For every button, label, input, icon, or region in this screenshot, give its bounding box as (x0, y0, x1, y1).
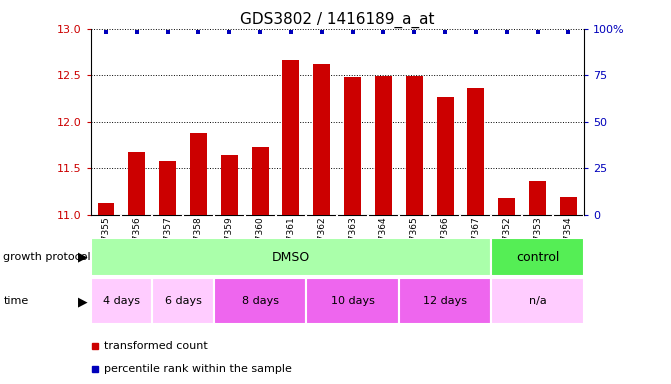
Bar (91, 238, 491, 276)
Bar (307, 278, 399, 324)
Text: growth protocol: growth protocol (3, 252, 91, 262)
Point (132, 28, 142, 35)
Bar (491, 278, 584, 324)
Point (532, 28, 543, 35)
Bar (437, 97, 454, 215)
Point (224, 28, 235, 35)
Bar (97, 203, 115, 215)
Bar (152, 278, 214, 324)
Text: transformed count: transformed count (104, 341, 207, 351)
Text: DMSO: DMSO (272, 251, 310, 264)
Bar (491, 238, 584, 276)
Point (440, 28, 450, 35)
Bar (499, 198, 515, 215)
Text: ▶: ▶ (78, 295, 87, 308)
Bar (406, 76, 423, 215)
Text: 12 days: 12 days (423, 296, 467, 306)
Point (470, 28, 481, 35)
Point (101, 28, 111, 35)
Point (162, 28, 173, 35)
Text: 8 days: 8 days (242, 296, 278, 306)
Point (255, 28, 266, 35)
Bar (344, 77, 361, 215)
Bar (159, 161, 176, 215)
Bar (190, 133, 207, 215)
Point (193, 28, 204, 35)
Point (501, 28, 512, 35)
Point (317, 28, 327, 35)
Bar (214, 278, 307, 324)
Point (563, 28, 574, 35)
Bar (128, 152, 146, 215)
Bar (252, 147, 268, 215)
Bar (282, 60, 299, 215)
Text: n/a: n/a (529, 296, 546, 306)
Text: GDS3802 / 1416189_a_at: GDS3802 / 1416189_a_at (240, 12, 434, 28)
Text: 6 days: 6 days (164, 296, 201, 306)
Bar (313, 64, 330, 215)
Point (378, 28, 389, 35)
Bar (529, 180, 546, 215)
Text: 4 days: 4 days (103, 296, 140, 306)
Bar (221, 154, 238, 215)
Bar (560, 197, 577, 215)
Bar (91, 278, 152, 324)
Point (409, 28, 419, 35)
Bar (468, 88, 484, 215)
Point (347, 28, 358, 35)
Text: 10 days: 10 days (331, 296, 374, 306)
Text: control: control (516, 251, 559, 264)
Point (286, 28, 297, 35)
Bar (399, 278, 491, 324)
Bar (375, 76, 392, 215)
Text: time: time (3, 296, 29, 306)
Text: percentile rank within the sample: percentile rank within the sample (104, 364, 292, 374)
Text: ▶: ▶ (78, 251, 87, 264)
